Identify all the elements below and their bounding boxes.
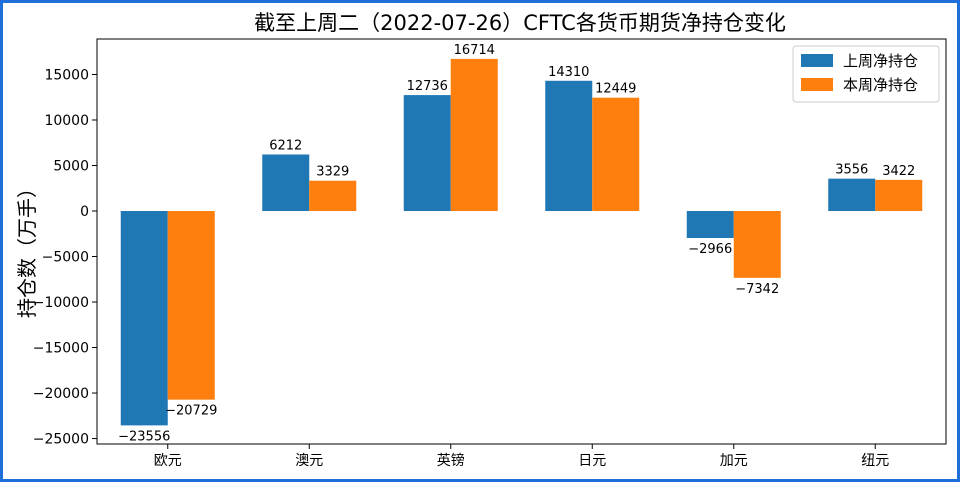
data-label: 3556 bbox=[835, 163, 868, 178]
data-label: 12449 bbox=[595, 82, 636, 97]
x-tick-label: 澳元 bbox=[295, 453, 323, 469]
data-labels-group: −23556 −20729 6212 3329 12736 16714 14310 12449… bbox=[118, 43, 915, 445]
y-tick-label: −5000 bbox=[42, 250, 89, 266]
data-label: 12736 bbox=[407, 79, 448, 94]
plot-frame bbox=[96, 38, 947, 445]
bar-last-week-5 bbox=[828, 178, 876, 212]
bar-last-week-2 bbox=[403, 95, 451, 212]
bar-last-week-1 bbox=[262, 154, 310, 212]
bar-last-week-4 bbox=[686, 211, 734, 239]
y-tick-label: −20000 bbox=[33, 386, 89, 402]
axes-group: 欧元 澳元 英镑 日元 加元 纽元 −25000 −20000 −15000 −10000 −500… bbox=[33, 38, 947, 469]
y-tick-label: −15000 bbox=[33, 341, 89, 357]
bars-group bbox=[120, 58, 923, 426]
data-label: 14310 bbox=[548, 65, 589, 80]
y-axis-label: 持仓数（万手） bbox=[15, 178, 39, 318]
x-tick-label: 英镑 bbox=[437, 452, 465, 469]
y-tick-label: −25000 bbox=[33, 432, 89, 448]
bar-this-week-2 bbox=[450, 58, 498, 212]
legend-label: 本周净持仓 bbox=[843, 76, 918, 94]
x-tick-label: 纽元 bbox=[861, 453, 889, 469]
bar-this-week-4 bbox=[733, 211, 781, 278]
bar-this-week-0 bbox=[167, 211, 215, 400]
y-tick-label: −10000 bbox=[33, 295, 89, 311]
data-label: −20729 bbox=[165, 404, 217, 419]
legend-swatch bbox=[801, 78, 833, 91]
x-tick-label: 欧元 bbox=[154, 453, 182, 469]
data-label: −23556 bbox=[118, 429, 170, 444]
data-label: −7342 bbox=[735, 282, 779, 297]
data-label: 3422 bbox=[882, 164, 915, 179]
bar-this-week-1 bbox=[309, 180, 357, 212]
bar-this-week-3 bbox=[592, 97, 640, 212]
data-label: 6212 bbox=[269, 138, 302, 153]
data-label: −2966 bbox=[688, 242, 732, 257]
legend-swatch bbox=[801, 54, 833, 67]
y-tick-label: 15000 bbox=[44, 67, 89, 83]
y-tick-label: 0 bbox=[80, 204, 89, 220]
y-tick-label: 10000 bbox=[44, 113, 89, 129]
data-label: 3329 bbox=[316, 165, 349, 180]
chart-title: 截至上周二（2022-07-26）CFTC各货币期货净持仓变化 bbox=[254, 11, 786, 35]
x-tick-label: 日元 bbox=[578, 453, 606, 469]
data-label: 16714 bbox=[454, 43, 495, 58]
x-tick-label: 加元 bbox=[720, 453, 748, 469]
bar-last-week-3 bbox=[545, 80, 593, 212]
bar-this-week-5 bbox=[875, 179, 923, 212]
bar-last-week-0 bbox=[120, 211, 168, 426]
y-tick-label: 5000 bbox=[53, 159, 89, 175]
legend-label: 上周净持仓 bbox=[843, 52, 918, 70]
